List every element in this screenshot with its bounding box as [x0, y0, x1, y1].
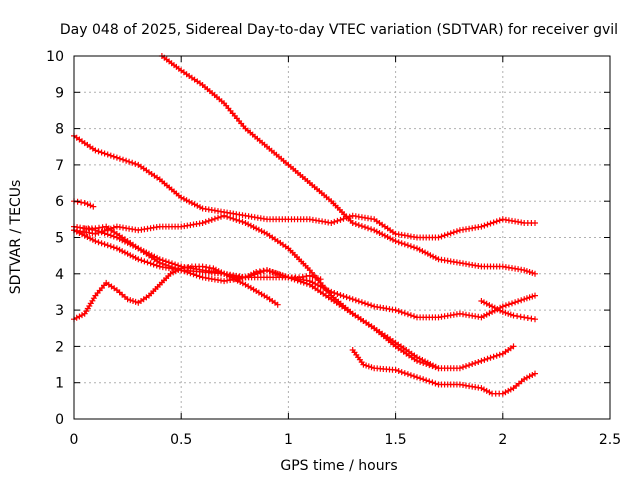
y-tick-label: 3 — [55, 303, 64, 319]
y-tick-label: 8 — [55, 122, 64, 138]
y-tick-label: 1 — [55, 376, 64, 392]
series-s8 — [81, 223, 281, 308]
series-line — [73, 265, 321, 320]
ticks — [73, 55, 611, 420]
series-markers — [349, 347, 538, 397]
series-markers — [71, 198, 97, 210]
series-s2 — [71, 132, 538, 241]
tick-labels: 0 1 2 3 4 5 6 7 8 9 10 0 0.5 1 1.5 2 2.5 — [46, 49, 621, 448]
series-s3 — [71, 198, 97, 210]
x-tick-label: 1.5 — [384, 432, 406, 448]
series-markers — [81, 223, 281, 308]
grid — [74, 56, 610, 419]
x-tick-label: 2.5 — [599, 432, 621, 448]
series-line — [73, 135, 535, 239]
series-line — [352, 349, 536, 395]
y-tick-label: 10 — [46, 49, 64, 65]
series-markers — [478, 298, 538, 323]
chart-title: Day 048 of 2025, Sidereal Day-to-day VTE… — [60, 22, 618, 38]
series-markers — [71, 263, 324, 323]
y-tick-label: 9 — [55, 85, 64, 101]
y-axis-title: SDTVAR / TECUs — [8, 180, 24, 295]
x-tick-label: 2 — [498, 432, 507, 448]
series-markers — [71, 132, 538, 241]
y-tick-label: 7 — [55, 158, 64, 174]
y-tick-label: 2 — [55, 339, 64, 355]
x-tick-label: 0.5 — [170, 432, 192, 448]
y-tick-label: 4 — [55, 267, 64, 283]
x-tick-label: 0 — [70, 432, 79, 448]
x-tick-label: 1 — [284, 432, 293, 448]
y-tick-label: 6 — [55, 194, 64, 210]
y-tick-label: 5 — [55, 231, 64, 247]
series-s10 — [478, 298, 538, 323]
series-s7 — [71, 263, 324, 323]
series-group — [71, 53, 538, 397]
x-axis-title: GPS time / hours — [280, 458, 397, 474]
y-tick-label: 0 — [55, 412, 64, 428]
series-s9 — [349, 347, 538, 397]
